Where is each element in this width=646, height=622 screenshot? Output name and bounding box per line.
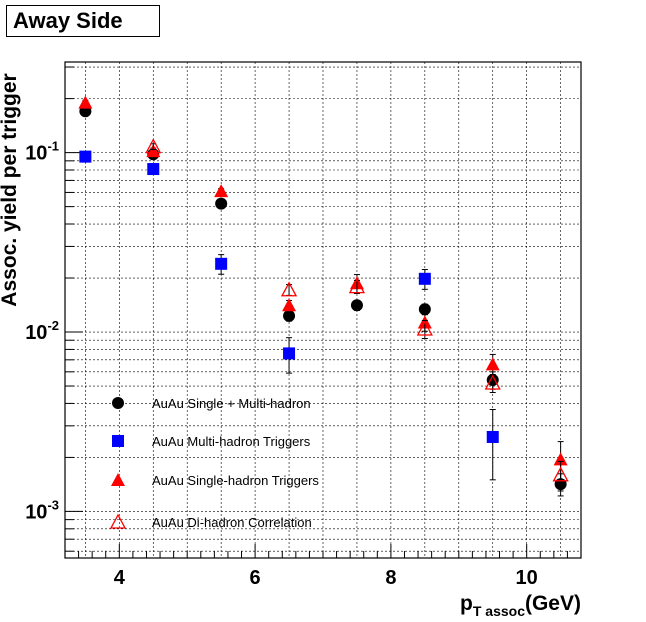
data-point [484,374,501,390]
x-tick-label: 6 [250,567,261,589]
data-point [146,144,161,158]
data-point [418,272,431,285]
data-point [215,197,228,210]
data-point [418,303,431,316]
data-point [282,298,297,312]
data-point [215,257,228,270]
data-point [348,278,366,294]
data-point [350,299,363,312]
legend-label: AuAu Multi-hadron Triggers [152,434,311,449]
data-point [145,138,162,154]
legend-marker [111,473,125,486]
data-point [485,357,500,371]
grid-lines [65,62,581,558]
x-tick-label: 10 [516,567,538,589]
legend-label: AuAu Di-hadron Correlation [152,515,312,530]
y-axis-label: Assoc. yield per trigger [0,73,21,306]
legend-marker [112,435,124,447]
legend-entry: AuAu Multi-hadron Triggers [112,434,311,449]
legend-marker [112,397,124,409]
chart-title: Away Side [6,5,160,37]
y-axis-ticks: 10-3 10-2 10-1 [25,66,83,552]
x-axis-label: pT assoc(GeV) [460,592,581,619]
x-tick-label: 4 [114,567,126,589]
data-point [147,163,160,176]
series-2 [79,150,499,481]
data-point [214,184,229,198]
data-point [78,95,93,109]
data-point [416,320,433,336]
legend-label: AuAu Single + Multi-hadron [152,396,311,411]
y-tick-label: 10-1 [25,139,59,165]
legend: AuAu Single + Multi-hadron AuAu Multi-had… [109,396,319,530]
data-point [283,309,296,322]
data-point [280,281,298,297]
series-3 [78,95,568,483]
legend-entry: AuAu Single-hadron Triggers [111,473,319,488]
data-point [79,150,92,163]
series-4 [145,138,569,492]
y-tick-label: 10-2 [25,318,59,344]
data-point [552,466,569,482]
data-point [283,347,296,360]
x-tick-label: 8 [385,567,396,589]
y-tick-label: 10-3 [25,497,59,523]
data-point [486,430,499,443]
legend-entry: AuAu Single + Multi-hadron [112,396,311,411]
data-point [553,452,568,466]
legend-entry: AuAu Di-hadron Correlation [109,513,312,530]
x-axis-ticks: 4 6 8 10 [64,544,582,589]
legend-label: AuAu Single-hadron Triggers [152,473,319,488]
legend-marker [109,513,127,529]
